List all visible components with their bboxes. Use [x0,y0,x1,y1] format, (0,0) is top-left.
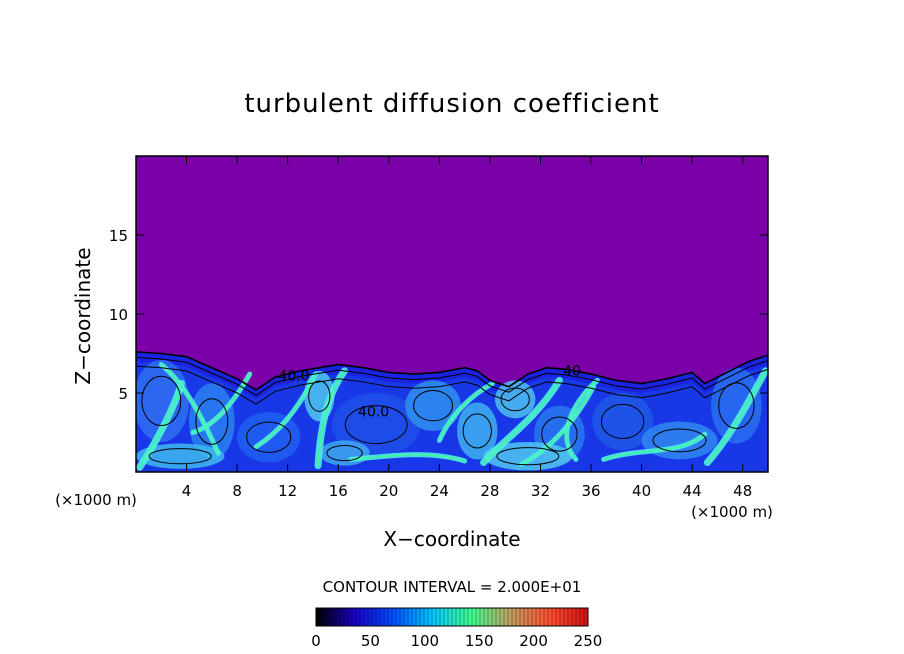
x-unit-right: (×1000 m) [691,503,773,521]
colorbar-tick-label: 0 [311,632,321,650]
colorbar-frame [315,607,589,627]
contour-loop [141,375,182,427]
filament-peak [350,453,465,462]
filament-peak [521,386,595,465]
contour-label: 40 [563,364,581,380]
filament-peak [317,370,346,466]
contour-loop [600,403,645,440]
contour-lines [136,351,768,466]
contour-labels: 40.0 40.0 40 [278,364,581,421]
x-tick-label: 16 [329,482,348,500]
colorbar-tick-label: 250 [574,632,603,650]
colorbar: 0 50 100 150 200 250 [311,607,602,650]
y-axis: 5 10 15 [109,227,768,403]
x-axis: 4 8 12 16 20 24 28 32 36 40 44 48 [182,156,752,500]
x-tick-label: 8 [232,482,242,500]
eddy [457,402,498,460]
contour-line [136,351,768,391]
contour-loop [246,421,292,453]
filament-peak [483,379,561,464]
contour-loop [344,405,408,445]
contour-loop [326,444,363,462]
colorbar-tick-label: 200 [519,632,548,650]
contour-loop [500,387,530,412]
colorbar-tick-label: 50 [361,632,380,650]
contour-loop [496,447,560,466]
y-tick-label: 15 [109,227,128,245]
filament-peak [603,433,706,461]
colorbar-stripes [319,608,585,626]
contour-loop [195,398,229,445]
contour-interval-label: CONTOUR INTERVAL = 2.000E+01 [323,578,582,596]
turbulence-field [136,351,768,472]
y-tick-label: 10 [109,306,128,324]
contour-line [136,356,768,396]
contour-loop [413,389,454,422]
contour-loop [652,428,707,453]
y-tick-label: 5 [118,385,128,403]
eddy [136,443,225,469]
eddy [405,380,461,431]
x-tick-label: 32 [531,482,550,500]
contour-label: 40.0 [278,368,309,384]
contour-loop [148,448,212,465]
eddy [711,367,762,444]
eddy [592,393,653,450]
x-tick-label: 28 [480,482,499,500]
contour-label: 40.0 [358,405,389,421]
x-tick-label: 40 [632,482,651,500]
contour-line [136,365,768,405]
x-tick-label: 36 [581,482,600,500]
eddy [331,393,421,457]
plot-area [136,156,768,472]
filament-peak [438,382,493,441]
filament-peak [706,370,767,464]
x-axis-label: X−coordinate [383,527,520,551]
colorbar-ticks: 0 50 100 150 200 250 [311,632,602,650]
y-axis-label: Z−coordinate [71,247,95,384]
contour-loop [462,413,492,449]
filament-peak [139,383,183,468]
x-unit-left: (×1000 m) [55,491,137,509]
colorbar-tick-label: 100 [410,632,439,650]
x-tick-label: 12 [278,482,297,500]
contour-loop [718,382,755,429]
x-tick-label: 44 [683,482,702,500]
x-tick-label: 20 [379,482,398,500]
filament-peak [192,373,251,434]
contour-loop [308,380,331,412]
x-tick-label: 4 [182,482,192,500]
contour-loop [541,416,578,452]
colorbar-tick-label: 150 [465,632,494,650]
chart-title: turbulent diffusion coefficient [244,89,659,119]
x-tick-label: 48 [733,482,752,500]
x-tick-label: 24 [430,482,449,500]
